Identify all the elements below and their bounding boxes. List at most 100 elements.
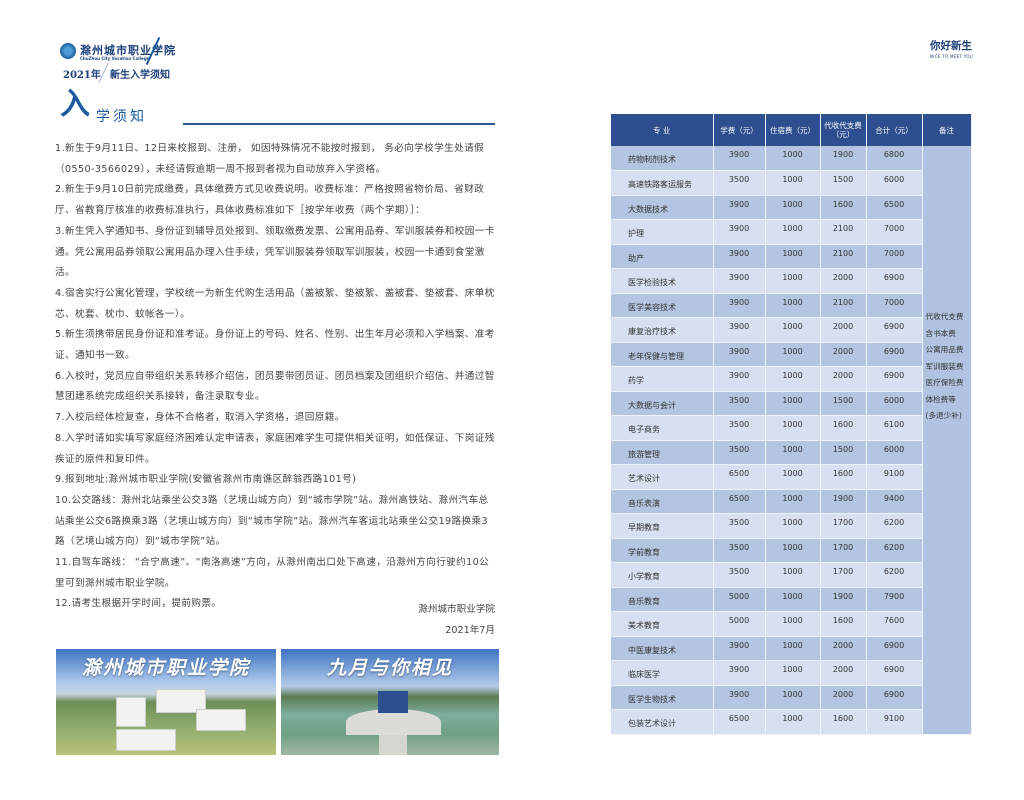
table-row: 小学教育 3500 1000 1700 6200 bbox=[611, 562, 971, 588]
fee-cell: 2000 bbox=[820, 685, 867, 710]
fee-cell: 6500 bbox=[713, 464, 766, 490]
major-cell: 护理 bbox=[611, 219, 714, 245]
fee-cell: 1600 bbox=[820, 195, 867, 220]
right-title-en: NICE TO MEET YOU bbox=[930, 54, 973, 59]
table-row: 药学 3900 1000 2000 6900 bbox=[611, 366, 971, 392]
section-title-initial: 入 bbox=[60, 87, 90, 122]
fee-cell: 7000 bbox=[866, 244, 923, 269]
fee-cell: 3900 bbox=[713, 293, 766, 318]
fee-cell: 1700 bbox=[820, 562, 867, 588]
fee-cell: 2000 bbox=[820, 660, 867, 686]
fee-cell: 3500 bbox=[713, 513, 766, 539]
table-row: 护理 3900 1000 2100 7000 bbox=[611, 219, 971, 245]
fee-cell: 6900 bbox=[866, 366, 923, 392]
table-row: 医学生物技术 3900 1000 2000 6900 bbox=[611, 685, 971, 710]
fee-cell: 5000 bbox=[713, 587, 766, 612]
notice-item: 8.入学时请如实填写家庭经济困难认定申请表，家庭困难学生可提供相关证明，如低保证… bbox=[55, 432, 495, 465]
fee-cell: 2100 bbox=[820, 293, 867, 318]
fee-cell: 2000 bbox=[820, 636, 867, 661]
fee-cell: 6800 bbox=[866, 146, 923, 171]
fee-cell: 1000 bbox=[765, 489, 821, 514]
fee-cell: 6500 bbox=[713, 489, 766, 514]
fee-cell: 3900 bbox=[713, 195, 766, 220]
fee-cell: 1000 bbox=[765, 685, 821, 710]
fee-cell: 6500 bbox=[866, 195, 923, 220]
remark-line: (多退少补) bbox=[925, 411, 962, 420]
major-cell: 美术教育 bbox=[611, 611, 714, 637]
fee-cell: 1500 bbox=[820, 170, 867, 196]
major-cell: 药学 bbox=[611, 366, 714, 392]
fee-cell: 6100 bbox=[866, 415, 923, 441]
table-row: 医学检验技术 3900 1000 2000 6900 bbox=[611, 268, 971, 294]
fee-cell: 1500 bbox=[820, 391, 867, 416]
major-cell: 医学生物技术 bbox=[611, 685, 714, 710]
fee-cell: 3500 bbox=[713, 170, 766, 196]
fee-cell: 1000 bbox=[765, 317, 821, 343]
fee-cell: 2000 bbox=[820, 342, 867, 367]
fee-cell: 3500 bbox=[713, 415, 766, 441]
major-cell: 早期教育 bbox=[611, 513, 714, 539]
remark-line: 军训服装费 bbox=[925, 361, 964, 371]
fee-cell: 9100 bbox=[866, 709, 923, 735]
table-row: 美术教育 5000 1000 1600 7600 bbox=[611, 611, 971, 637]
fee-cell: 3900 bbox=[713, 219, 766, 245]
notice-item: 7.入校后经体检复查，身体不合格者，取消入学资格，退回原籍。 bbox=[55, 412, 345, 424]
fee-cell: 6000 bbox=[866, 440, 923, 465]
section-title: 学须知 bbox=[96, 109, 147, 125]
title-underline bbox=[183, 123, 495, 125]
notice-item: 12.请考生根据开学时间，提前购票。 bbox=[55, 598, 222, 610]
signature-date: 2021年7月 bbox=[445, 624, 495, 636]
fee-cell: 1900 bbox=[820, 587, 867, 612]
notice-item: 5.新生须携带居民身份证和准考证。身份证上的号码、姓名、性别、出生年月必须和入学… bbox=[55, 329, 495, 362]
fee-cell: 1000 bbox=[765, 464, 821, 490]
signature-org: 滁州城市职业学院 bbox=[418, 604, 495, 615]
fee-cell: 3500 bbox=[713, 562, 766, 588]
notice-item: 2.新生于9月10日前完成缴费，具体缴费方式见收费说明。收费标准：严格按照省物价… bbox=[55, 184, 485, 217]
fee-cell: 1000 bbox=[765, 538, 821, 563]
table-row: 音乐表演 6500 1000 1900 9400 bbox=[611, 489, 971, 514]
fee-cell: 1700 bbox=[820, 538, 867, 563]
remark-line: 体检费等 bbox=[925, 394, 956, 404]
major-cell: 艺术设计 bbox=[611, 464, 714, 490]
photo-caption: 九月与你相见 bbox=[326, 657, 453, 679]
fee-cell: 1000 bbox=[765, 170, 821, 196]
table-row: 音乐教育 5000 1000 1900 7900 bbox=[611, 587, 971, 612]
fee-cell: 1000 bbox=[765, 636, 821, 661]
table-row: 电子商务 3500 1000 1600 6100 bbox=[611, 415, 971, 441]
table-row: 艺术设计 6500 1000 1600 9100 bbox=[611, 464, 971, 490]
fee-cell: 6900 bbox=[866, 660, 923, 686]
fee-cell: 1000 bbox=[765, 440, 821, 465]
fee-cell: 6200 bbox=[866, 538, 923, 563]
table-row: 临床医学 3900 1000 2000 6900 bbox=[611, 660, 971, 686]
fee-cell: 2100 bbox=[820, 219, 867, 245]
notice-list: 1.新生于9月11日、12日来校报到、注册， 如因特殊情况不能按时报到， 务必向… bbox=[55, 139, 497, 615]
table-row: 包装艺术设计 6500 1000 1600 9100 bbox=[611, 709, 971, 735]
major-cell: 大数据与会计 bbox=[611, 391, 714, 416]
fee-cell: 2100 bbox=[820, 244, 867, 269]
major-cell: 学前教育 bbox=[611, 538, 714, 563]
fee-cell: 1000 bbox=[765, 562, 821, 588]
fee-cell: 1000 bbox=[765, 293, 821, 318]
major-cell: 音乐教育 bbox=[611, 587, 714, 612]
fee-cell: 1000 bbox=[765, 268, 821, 294]
fee-cell: 7000 bbox=[866, 293, 923, 318]
fee-cell: 1000 bbox=[765, 709, 821, 735]
column-header: 学费（元） bbox=[713, 114, 766, 146]
fee-cell: 1600 bbox=[820, 464, 867, 490]
table-row: 学前教育 3500 1000 1700 6200 bbox=[611, 538, 971, 563]
fee-cell: 7900 bbox=[866, 587, 923, 612]
major-cell: 医学检验技术 bbox=[611, 268, 714, 294]
major-cell: 中医康复技术 bbox=[611, 636, 714, 661]
college-logo-icon bbox=[60, 43, 76, 59]
fee-cell: 1900 bbox=[820, 146, 867, 171]
fee-cell: 1000 bbox=[765, 611, 821, 637]
column-header: 备注 bbox=[922, 114, 972, 146]
fee-cell: 3900 bbox=[713, 342, 766, 367]
fee-cell: 6900 bbox=[866, 685, 923, 710]
remark-line: 公寓用品费 bbox=[925, 345, 964, 354]
major-cell: 小学教育 bbox=[611, 562, 714, 588]
fee-cell: 1000 bbox=[765, 366, 821, 392]
column-header: 代收代支费（元） bbox=[820, 114, 867, 146]
fee-cell: 6000 bbox=[866, 170, 923, 196]
table-row: 老年保健与管理 3900 1000 2000 6900 bbox=[611, 342, 971, 367]
